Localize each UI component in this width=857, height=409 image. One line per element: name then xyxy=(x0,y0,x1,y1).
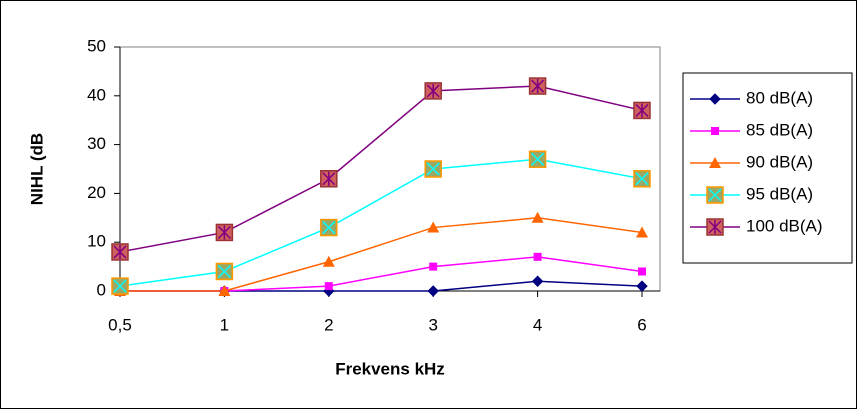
legend-label: 95 dB(A) xyxy=(746,184,813,203)
marker xyxy=(424,160,442,178)
legend-marker xyxy=(711,127,719,135)
plot-area xyxy=(119,46,661,292)
legend-marker xyxy=(706,186,724,204)
y-tick-label: 10 xyxy=(87,232,106,251)
marker xyxy=(633,170,651,188)
marker xyxy=(429,262,438,271)
marker xyxy=(427,221,440,233)
y-tick-label: 0 xyxy=(97,280,106,299)
marker xyxy=(531,211,544,223)
marker xyxy=(636,280,648,292)
series-line xyxy=(119,158,643,287)
y-tick-label: 50 xyxy=(87,36,106,55)
legend-marker xyxy=(706,218,724,236)
marker xyxy=(324,282,333,291)
marker xyxy=(528,77,547,95)
marker xyxy=(111,243,129,261)
marker xyxy=(218,285,231,296)
marker xyxy=(528,150,547,168)
marker xyxy=(636,226,648,238)
legend-label: 90 dB(A) xyxy=(746,152,813,171)
y-tick-label: 30 xyxy=(87,134,106,153)
series-line xyxy=(119,85,643,253)
x-tick-label: 3 xyxy=(428,315,437,334)
y-tick-label: 40 xyxy=(87,85,106,104)
x-axis-label: Frekvens kHz xyxy=(335,359,445,378)
y-axis-label: NIHL (dB xyxy=(27,133,46,205)
marker xyxy=(424,82,442,100)
marker xyxy=(111,277,129,295)
x-tick-label: 2 xyxy=(324,315,333,334)
marker xyxy=(633,101,651,120)
marker xyxy=(322,255,335,267)
marker xyxy=(533,252,542,261)
legend-marker xyxy=(709,157,721,168)
marker xyxy=(638,267,646,276)
marker xyxy=(215,262,234,281)
legend-label: 85 dB(A) xyxy=(746,120,813,139)
x-tick-label: 6 xyxy=(637,315,646,334)
marker xyxy=(320,218,338,237)
legend-label: 100 dB(A) xyxy=(746,216,823,235)
y-tick-label: 20 xyxy=(87,183,106,202)
marker xyxy=(531,275,544,287)
series-line xyxy=(120,217,643,292)
x-tick-label: 1 xyxy=(220,315,229,334)
marker xyxy=(215,223,234,242)
x-tick-label: 0,5 xyxy=(108,315,132,334)
marker xyxy=(320,170,338,188)
marker xyxy=(427,285,439,297)
x-tick-label: 4 xyxy=(533,315,542,334)
legend-marker xyxy=(709,93,721,105)
legend-label: 80 dB(A) xyxy=(746,88,813,107)
